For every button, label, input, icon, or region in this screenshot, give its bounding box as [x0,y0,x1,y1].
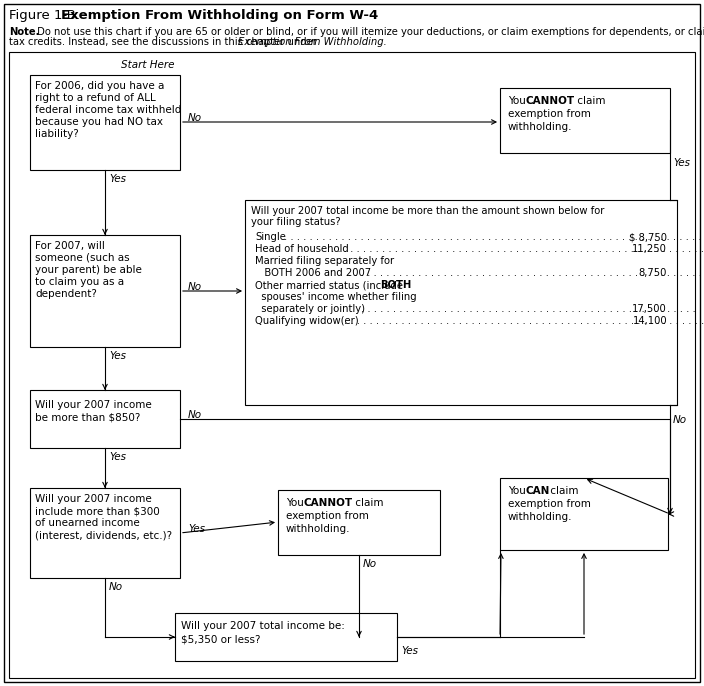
Bar [30,75,180,170]
Text: liability?: liability? [35,129,79,139]
Text: CANNOT: CANNOT [303,498,352,508]
Text: exemption from: exemption from [508,499,591,509]
Text: . . . . . . . . . . . . . . . . . . . . . . . . . . . . . . . . . . . . . . . . : . . . . . . . . . . . . . . . . . . . . … [284,232,704,242]
Text: withholding.: withholding. [286,524,351,534]
Text: BOTH: BOTH [380,280,411,290]
Text: Other married status (include: Other married status (include [255,280,406,290]
Text: You: You [286,498,307,508]
Text: withholding.: withholding. [508,512,572,522]
Text: separately or jointly): separately or jointly) [255,304,365,314]
Text: your parent) be able: your parent) be able [35,265,142,275]
Text: include more than $300: include more than $300 [35,506,160,516]
Bar [175,613,397,661]
Text: 11,250: 11,250 [632,244,667,254]
Text: Figure 1-B.: Figure 1-B. [9,9,84,22]
Text: No: No [363,559,377,569]
Text: (interest, dividends, etc.)?: (interest, dividends, etc.)? [35,530,172,540]
Text: Start Here: Start Here [121,60,175,70]
Text: Yes: Yes [109,452,126,462]
Text: claim: claim [574,96,605,106]
Text: dependent?: dependent? [35,289,97,299]
Text: exemption from: exemption from [286,511,369,521]
Text: claim: claim [547,486,579,496]
Text: Qualifying widow(er): Qualifying widow(er) [255,316,358,326]
Text: BOTH 2006 and 2007: BOTH 2006 and 2007 [255,268,371,278]
Text: claim: claim [352,498,384,508]
Text: Single: Single [255,232,286,242]
Text: Will your 2007 income: Will your 2007 income [35,400,152,410]
Bar [278,490,440,555]
Text: . . . . . . . . . . . . . . . . . . . . . . . . . . . . . . . . . . . . . . . . : . . . . . . . . . . . . . . . . . . . . … [331,244,704,254]
Text: No: No [188,113,202,123]
Bar [245,200,677,405]
Text: withholding.: withholding. [508,122,572,132]
Text: . . . . . . . . . . . . . . . . . . . . . . . . . . . . . . . . . . . . . . . . : . . . . . . . . . . . . . . . . . . . . … [348,268,704,278]
Text: Yes: Yes [673,158,690,168]
Text: You: You [508,486,529,496]
Text: No: No [673,415,687,425]
Text: Exemption From Withholding.: Exemption From Withholding. [238,37,386,47]
Text: $5,350 or less?: $5,350 or less? [181,634,260,644]
Bar [500,88,670,153]
Text: No: No [109,582,123,592]
Text: . . . . . . . . . . . . . . . . . . . . . . . . . . . . . . . . . . . . . . . . : . . . . . . . . . . . . . . . . . . . . … [344,316,704,326]
Text: $ 8,750: $ 8,750 [629,232,667,242]
Bar [500,478,668,550]
Text: 8,750: 8,750 [639,268,667,278]
Text: 14,100: 14,100 [632,316,667,326]
Text: spouses' income whether filing: spouses' income whether filing [255,292,417,302]
Text: Yes: Yes [188,524,205,534]
Text: Yes: Yes [401,646,418,656]
Text: No: No [188,410,202,420]
Text: to claim you as a: to claim you as a [35,277,124,287]
Text: No: No [188,282,202,292]
Text: right to a refund of ALL: right to a refund of ALL [35,93,156,103]
Text: of unearned income: of unearned income [35,518,140,528]
Bar [30,488,180,578]
Text: because you had NO tax: because you had NO tax [35,117,163,127]
Text: You: You [508,96,529,106]
Text: Yes: Yes [109,174,126,184]
Text: . . . . . . . . . . . . . . . . . . . . . . . . . . . . . . . . . . . . . . . . : . . . . . . . . . . . . . . . . . . . . … [360,304,704,314]
Text: Will your 2007 total income be:: Will your 2007 total income be: [181,621,345,631]
Text: CAN: CAN [525,486,549,496]
Bar [30,390,180,448]
Text: tax credits. Instead, see the discussions in this chapter under: tax credits. Instead, see the discussion… [9,37,320,47]
Text: Exemption From Withholding on Form W-4: Exemption From Withholding on Form W-4 [61,9,378,22]
Text: For 2006, did you have a: For 2006, did you have a [35,81,164,91]
Text: your filing status?: your filing status? [251,217,341,227]
Text: be more than $850?: be more than $850? [35,412,140,422]
Text: Will your 2007 total income be more than the amount shown below for: Will your 2007 total income be more than… [251,206,604,216]
Text: exemption from: exemption from [508,109,591,119]
Text: federal income tax withheld: federal income tax withheld [35,105,182,115]
Text: Will your 2007 income: Will your 2007 income [35,494,152,504]
Text: Head of household: Head of household [255,244,348,254]
Text: someone (such as: someone (such as [35,253,130,263]
Text: Yes: Yes [109,351,126,361]
Text: CANNOT: CANNOT [525,96,574,106]
Text: Do not use this chart if you are 65 or older or blind, or if you will itemize yo: Do not use this chart if you are 65 or o… [34,27,704,37]
Text: Married filing separately for: Married filing separately for [255,256,394,266]
Text: 17,500: 17,500 [632,304,667,314]
Bar [30,235,180,347]
Text: Note.: Note. [9,27,39,37]
Text: For 2007, will: For 2007, will [35,241,105,251]
